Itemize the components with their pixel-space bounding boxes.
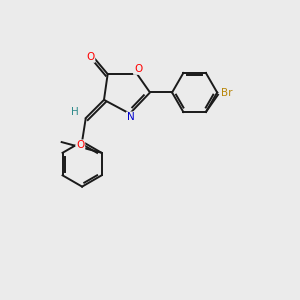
Text: O: O bbox=[76, 140, 84, 150]
Text: H: H bbox=[71, 106, 79, 117]
Text: O: O bbox=[86, 52, 94, 62]
Text: Br: Br bbox=[221, 88, 232, 98]
Text: N: N bbox=[127, 112, 135, 122]
Text: O: O bbox=[134, 64, 142, 74]
